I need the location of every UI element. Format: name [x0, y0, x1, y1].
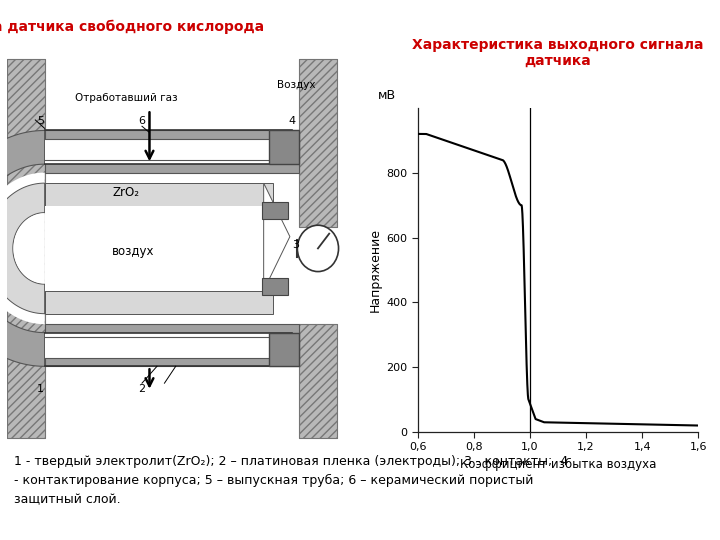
Polygon shape — [45, 206, 269, 291]
Polygon shape — [0, 173, 45, 324]
Text: 6: 6 — [138, 116, 145, 126]
Polygon shape — [45, 183, 273, 206]
Text: Характеристика выходного сигнала
датчика: Характеристика выходного сигнала датчика — [413, 38, 703, 68]
Text: ZrO₂: ZrO₂ — [112, 186, 139, 199]
Circle shape — [297, 225, 338, 272]
Polygon shape — [14, 213, 45, 284]
Text: воздух: воздух — [112, 245, 155, 258]
Polygon shape — [45, 324, 300, 366]
Polygon shape — [264, 183, 290, 291]
Polygon shape — [0, 131, 45, 366]
Polygon shape — [262, 202, 288, 219]
Polygon shape — [300, 324, 337, 438]
Polygon shape — [300, 59, 337, 227]
Text: Воздух: Воздух — [276, 80, 315, 90]
Polygon shape — [262, 278, 288, 295]
Polygon shape — [7, 59, 45, 438]
Text: 5: 5 — [37, 116, 44, 126]
Text: мВ: мВ — [378, 89, 397, 102]
X-axis label: Коэффициент избытка воздуха: Коэффициент избытка воздуха — [460, 458, 656, 471]
Y-axis label: Напряжение: Напряжение — [369, 228, 382, 312]
Text: 4: 4 — [288, 116, 295, 126]
Polygon shape — [45, 333, 292, 358]
Text: 1: 1 — [37, 383, 44, 394]
Text: Схема датчика свободного кислорода: Схема датчика свободного кислорода — [0, 19, 264, 33]
Polygon shape — [269, 131, 300, 164]
Text: 2: 2 — [138, 383, 145, 394]
Polygon shape — [0, 183, 45, 314]
Text: 3: 3 — [292, 240, 299, 251]
Polygon shape — [269, 333, 300, 366]
Text: 1 - твердый электролит(ZrO₂); 2 – платиновая пленка (электроды); 3 - контакты;  : 1 - твердый электролит(ZrO₂); 2 – платин… — [14, 455, 568, 507]
Polygon shape — [45, 131, 300, 173]
Text: Отработавший газ: Отработавший газ — [75, 93, 177, 103]
Polygon shape — [45, 291, 273, 314]
Polygon shape — [45, 139, 292, 164]
